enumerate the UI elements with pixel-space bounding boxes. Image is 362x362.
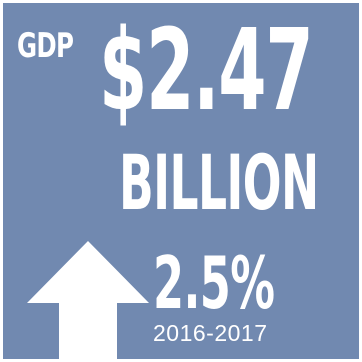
gdp-amount: $2.47 bbox=[99, 6, 314, 136]
arrow-up-icon bbox=[27, 241, 149, 359]
growth-rate: 2.5% bbox=[153, 241, 275, 325]
gdp-infographic-tile: GDP $2.47 BILLION 2.5% 2016-2017 bbox=[3, 3, 359, 359]
growth-period: 2016-2017 bbox=[153, 320, 268, 346]
gdp-unit: BILLION bbox=[119, 138, 319, 227]
gdp-label: GDP bbox=[17, 26, 74, 66]
